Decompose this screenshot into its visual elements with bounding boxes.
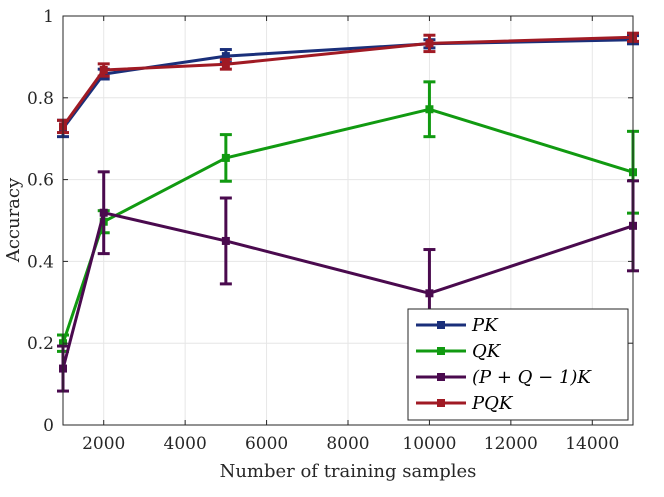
x-tick-label: 12000 xyxy=(484,434,538,454)
y-tick-label: 0.8 xyxy=(27,89,54,109)
x-tick-label: 10000 xyxy=(402,434,456,454)
y-tick-label: 0.2 xyxy=(27,334,54,354)
y-tick-label: 0 xyxy=(43,416,54,436)
legend-label: PK xyxy=(471,315,499,336)
data-point xyxy=(99,208,108,217)
legend: PK QK (P + Q − 1)K PQK xyxy=(407,308,629,421)
data-point xyxy=(221,236,230,245)
data-point xyxy=(425,289,434,298)
legend-item: PQK xyxy=(416,393,514,414)
data-point xyxy=(99,65,108,74)
legend-label: PQK xyxy=(471,393,514,414)
legend-marker xyxy=(437,399,445,407)
grid xyxy=(63,16,633,425)
x-tick-label: 14000 xyxy=(565,434,619,454)
legend-marker xyxy=(437,373,445,381)
legend-label: QK xyxy=(472,341,502,362)
x-axis-label: Number of training samples xyxy=(220,461,477,482)
legend-marker xyxy=(437,347,445,355)
y-tick-label: 1 xyxy=(43,7,54,27)
data-point xyxy=(425,39,434,48)
data-point xyxy=(221,52,230,61)
legend-marker xyxy=(437,321,445,329)
x-tick-label: 4000 xyxy=(164,434,207,454)
axes: 2000 4000 6000 8000 10000 12000 14000 0 0.2 0.4 0.… xyxy=(27,7,633,454)
data-point xyxy=(425,105,434,114)
x-tick-label: 8000 xyxy=(326,434,369,454)
y-tick-label: 0.6 xyxy=(27,171,54,191)
y-axis-label: Accuracy xyxy=(3,177,24,263)
data-point xyxy=(221,153,230,162)
data-point xyxy=(221,60,230,69)
x-tick-label: 2000 xyxy=(82,434,125,454)
x-tick-label: 6000 xyxy=(245,434,288,454)
legend-item: (P + Q − 1)K xyxy=(416,367,592,388)
legend-item: PK xyxy=(416,315,499,336)
legend-label: (P + Q − 1)K xyxy=(472,367,592,388)
legend-item: QK xyxy=(416,341,502,362)
y-tick-label: 0.4 xyxy=(27,252,54,272)
